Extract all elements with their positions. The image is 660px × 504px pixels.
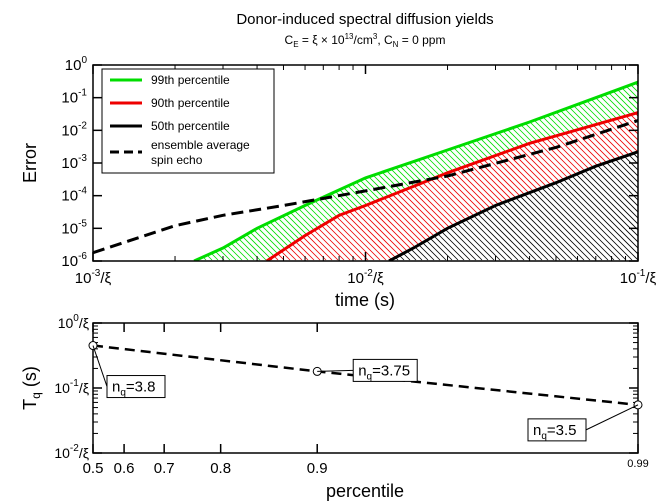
series-ensemble-line — [93, 119, 638, 255]
top-y-tick-label: 10-2 — [61, 120, 87, 139]
top-plot-frame — [92, 64, 639, 262]
annotation-label-nq: nq=3.8 — [112, 379, 156, 399]
annotation-label-nq: nq=3.75 — [358, 362, 410, 382]
bottom-x-tick-label: 0.6 — [114, 460, 135, 477]
annotation-box — [106, 375, 166, 399]
top-y-tick-label: 10-6 — [61, 251, 87, 270]
bottom-x-tick-label: 0.8 — [210, 460, 231, 477]
series-lines — [93, 80, 638, 261]
bottom-x-axis-label: percentile — [326, 481, 404, 501]
legend-label-ensemble-line1: ensemble average — [151, 138, 250, 152]
legend-label-ensemble-line2: spin echo — [151, 153, 203, 167]
bottom-y-tick-label: 100/ξ — [58, 313, 89, 331]
series-99th-line — [193, 80, 638, 261]
top-x-axis-label: time (s) — [335, 290, 395, 310]
tq-vs-percentile-plot: 0.5 0.6 0.7 0.8 0.9 0.99 100/ξ 10-1/ξ 10-2/ξ nq=… — [20, 313, 649, 501]
legend-box — [101, 68, 275, 174]
top-y-tick-label: 100 — [65, 55, 88, 74]
top-y-axis-label: Error — [20, 143, 40, 183]
top-y-tick-label: 10-5 — [61, 218, 87, 237]
legend-label-50th: 50th percentile — [151, 119, 230, 133]
annotation-box — [527, 418, 587, 442]
bottom-axes: 0.5 0.6 0.7 0.8 0.9 0.99 100/ξ 10-1/ξ 10-2/ξ — [54, 313, 648, 477]
annotation-leader-line — [317, 369, 354, 372]
bottom-y-axis-label: Tq (s) — [20, 366, 43, 410]
bottom-x-tick-label: 0.5 — [83, 460, 104, 477]
chart-title: Donor-induced spectral diffusion yields — [236, 11, 493, 28]
top-x-tick-label: 10-2/ξ — [347, 268, 384, 287]
bottom-x-tick-label: 0.99 — [627, 458, 648, 470]
chart-subtitle: CE = ξ × 1013/cm3, CN = 0 ppm — [285, 32, 446, 49]
annotation-leader-line — [585, 404, 639, 431]
top-y-tick-label: 10-3 — [61, 153, 87, 172]
top-y-tick-label: 10-1 — [61, 88, 87, 107]
annotation-leader-line — [92, 345, 108, 387]
annotation-box — [352, 358, 418, 382]
series-90th-line — [265, 111, 638, 261]
top-x-tick-label: 10-1/ξ — [620, 268, 657, 287]
bottom-x-tick-label: 0.9 — [307, 460, 328, 477]
bottom-y-tick-label: 10-2/ξ — [54, 443, 89, 461]
legend-label-90th: 90th percentile — [151, 96, 230, 110]
top-x-tick-label: 10-3/ξ — [75, 268, 112, 287]
series-50th-line — [388, 150, 638, 261]
nq-annotations: nq=3.8 nq=3.75 nq=3.5 — [92, 345, 639, 442]
bottom-x-tick-label: 0.7 — [154, 460, 175, 477]
annotation-label-nq: nq=3.5 — [533, 422, 577, 442]
bottom-plot-frame — [92, 322, 639, 454]
top-y-tick-label: 10-4 — [61, 186, 87, 205]
legend: 99th percentile 90th percentile 50th per… — [101, 68, 275, 174]
bottom-y-tick-label: 10-1/ξ — [54, 378, 89, 396]
legend-label-99th: 99th percentile — [151, 73, 230, 87]
